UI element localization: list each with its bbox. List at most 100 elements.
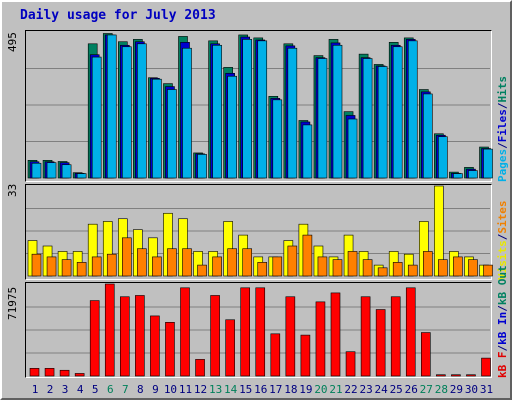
pages-bar — [46, 162, 57, 179]
pages-bar — [483, 148, 493, 179]
pages-bar — [407, 40, 418, 179]
x-tick-label: 10 — [163, 383, 178, 396]
sites-bar — [453, 256, 463, 277]
sites-bar — [182, 248, 192, 277]
kb-bar — [104, 283, 115, 377]
pages-bar — [91, 56, 102, 179]
x-tick-label: 26 — [404, 383, 418, 396]
x-tick-label: 4 — [76, 383, 84, 396]
sites-bar — [287, 245, 298, 277]
sites-bar — [377, 267, 388, 277]
pages-bar — [242, 39, 252, 179]
pages-bar — [347, 118, 358, 179]
x-tick-label: 17 — [269, 383, 283, 396]
kb-bar — [210, 295, 220, 377]
pages-bar — [287, 47, 298, 179]
kb-bar — [44, 368, 55, 377]
kb-bar — [135, 295, 145, 377]
sites-bar — [407, 264, 418, 277]
kb-bar — [451, 374, 461, 377]
sites-bar — [197, 264, 207, 277]
x-tick-label: 21 — [329, 383, 343, 396]
x-tick-label: 25 — [389, 383, 403, 396]
x-tick-label: 27 — [419, 383, 433, 396]
pages-bar — [137, 43, 147, 179]
x-tick-label: 13 — [208, 383, 223, 396]
kb-bar — [240, 287, 250, 377]
x-tick-label: 11 — [178, 383, 193, 396]
sites-bar — [362, 259, 373, 277]
kb-bar — [420, 332, 431, 377]
pages-bar — [227, 75, 237, 179]
x-tick-label: 16 — [254, 383, 268, 396]
x-tick-label: 3 — [61, 383, 69, 396]
kb-bar — [165, 322, 175, 377]
kb-bar — [405, 287, 416, 377]
graph-title: Daily usage for July 2013 — [20, 8, 216, 23]
pages-bar — [182, 47, 192, 179]
x-tick-label: 31 — [479, 383, 494, 396]
pages-bar — [468, 170, 478, 179]
pages-bar — [31, 162, 42, 179]
x-tick-label: 8 — [137, 383, 144, 396]
sites-bar — [438, 259, 448, 277]
x-tick-label: 29 — [449, 383, 464, 396]
x-tick-label: 2 — [46, 383, 54, 396]
sites-bar — [422, 251, 433, 277]
x-tick-label: 15 — [239, 383, 253, 396]
pages-bar — [122, 46, 132, 179]
x-tick-label: 5 — [91, 383, 99, 396]
x-tick-label: 28 — [434, 383, 448, 396]
kb-bar — [74, 373, 85, 377]
sites-bar — [122, 237, 132, 277]
x-tick-label: 6 — [106, 383, 114, 396]
x-tick-label: 24 — [374, 383, 388, 396]
sites-bar — [242, 248, 252, 277]
x-tick-label: 20 — [314, 383, 328, 396]
x-tick-label: 1 — [31, 383, 39, 396]
kb-bar — [436, 374, 446, 377]
x-tick-label: 7 — [121, 383, 129, 396]
sites-bar — [61, 259, 72, 277]
sites-bar — [257, 262, 268, 277]
sites-bar — [302, 234, 313, 277]
pages-bar — [76, 173, 87, 179]
kb-bar — [29, 368, 40, 377]
x-tick-label: 23 — [359, 383, 373, 396]
sites-bar — [167, 248, 177, 277]
kb-bar — [345, 351, 356, 377]
kb-bar — [89, 300, 100, 377]
pages-bar — [106, 34, 117, 179]
pages-bar — [152, 78, 162, 179]
kb-bar — [270, 333, 281, 377]
sites-bar — [483, 264, 493, 277]
pages-bar — [257, 40, 268, 179]
x-tick-label: 18 — [284, 383, 298, 396]
sites-bar — [106, 253, 117, 277]
sites-bar — [347, 251, 358, 277]
pages-bar — [197, 154, 207, 179]
kb-bar — [150, 315, 160, 377]
kb-bar — [360, 296, 371, 377]
x-tick-label: 22 — [344, 383, 358, 396]
kb-bar — [255, 287, 266, 377]
sites-bar — [227, 248, 237, 277]
sites-bar — [137, 248, 147, 277]
kb-bar — [466, 374, 476, 377]
sites-bar — [46, 256, 57, 277]
pages-bar — [377, 66, 388, 179]
sites-bar — [76, 262, 87, 277]
kb-bar — [481, 357, 491, 377]
kb-bar — [195, 359, 205, 377]
kb-bar — [390, 296, 401, 377]
pages-bar — [167, 89, 177, 179]
pages-bar — [212, 44, 222, 179]
x-tick-label: 9 — [152, 383, 159, 396]
pages-bar — [422, 93, 433, 179]
kb-bar — [59, 369, 70, 377]
sites-bar — [332, 259, 343, 277]
sites-bar — [468, 259, 478, 277]
kb-bar — [180, 287, 190, 377]
kb-bar — [225, 319, 235, 377]
